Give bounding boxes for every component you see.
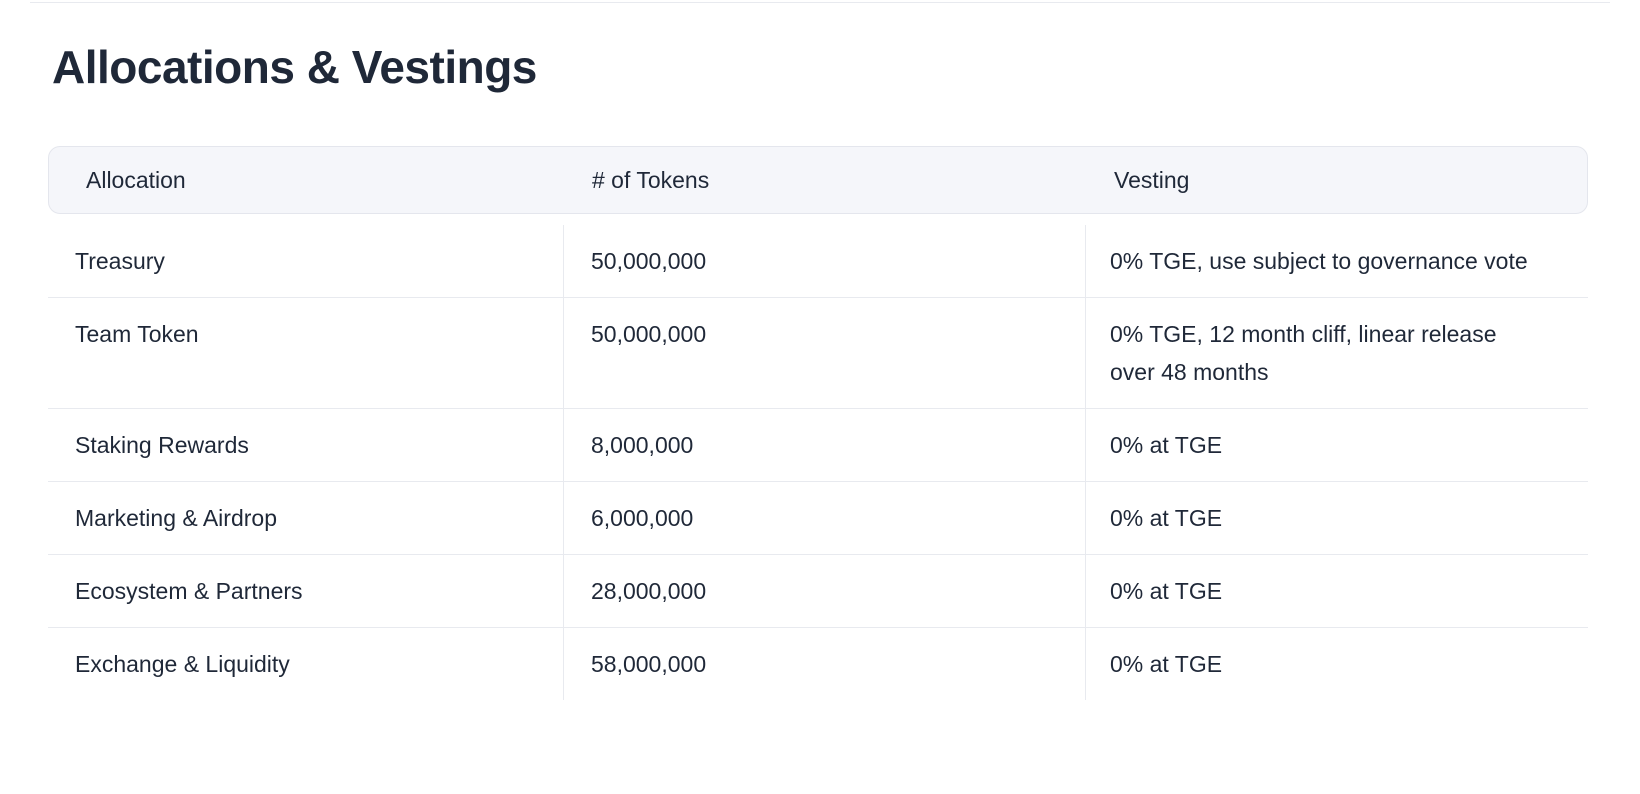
table-body: Treasury 50,000,000 0% TGE, use subject … [48,225,1588,700]
vesting-text: 0% at TGE [1110,505,1223,531]
allocation-cell: Ecosystem & Partners [75,578,303,604]
column-header-vesting: Vesting [1114,166,1190,193]
table-header-row: Allocation # of Tokens Vesting [48,146,1588,214]
vesting-cell: 0% TGE, use subject to governance vote [1085,225,1588,297]
page-title: Allocations & Vestings [52,41,537,93]
tokens-cell: 6,000,000 [563,482,1085,554]
allocation-cell: Marketing & Airdrop [75,505,277,531]
column-header-tokens: # of Tokens [592,166,710,193]
table-row: Marketing & Airdrop 6,000,000 0% at TGE [48,482,1588,555]
table-row: Staking Rewards 8,000,000 0% at TGE [48,409,1588,482]
table-row: Ecosystem & Partners 28,000,000 0% at TG… [48,555,1588,628]
vesting-cell: 0% at TGE [1085,482,1588,554]
top-divider [30,2,1610,3]
table-row: Exchange & Liquidity 58,000,000 0% at TG… [48,628,1588,700]
tokens-cell: 8,000,000 [563,409,1085,481]
vesting-cell: 0% at TGE [1085,628,1588,700]
allocation-cell: Staking Rewards [75,432,249,458]
tokens-cell: 28,000,000 [563,555,1085,627]
vesting-text: 0% at TGE [1110,651,1223,677]
vesting-text: 0% TGE, 12 month cliff, linear release o… [1110,321,1497,385]
vesting-text: 0% TGE, use subject to governance vote [1110,248,1528,274]
allocation-cell: Exchange & Liquidity [75,651,290,677]
table-row: Team Token 50,000,000 0% TGE, 12 month c… [48,298,1588,409]
allocation-cell: Treasury [75,248,165,274]
tokens-cell: 50,000,000 [563,225,1085,297]
allocations-table: Allocation # of Tokens Vesting Treasury … [48,146,1588,700]
vesting-cell: 0% TGE, 12 month cliff, linear release o… [1085,298,1588,408]
tokens-cell: 58,000,000 [563,628,1085,700]
vesting-cell: 0% at TGE [1085,555,1588,627]
vesting-cell: 0% at TGE [1085,409,1588,481]
tokens-cell: 50,000,000 [563,298,1085,408]
vesting-text: 0% at TGE [1110,578,1223,604]
allocation-cell: Team Token [75,321,199,347]
table-row: Treasury 50,000,000 0% TGE, use subject … [48,225,1588,298]
column-header-allocation: Allocation [86,166,186,193]
vesting-text: 0% at TGE [1110,432,1223,458]
